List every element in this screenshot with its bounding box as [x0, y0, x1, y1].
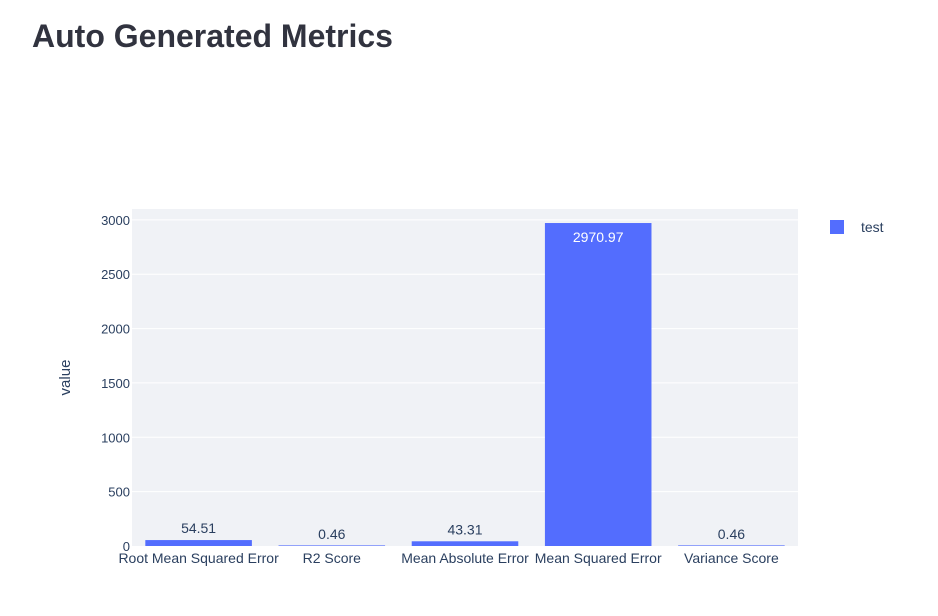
data-label: 0.46 — [318, 526, 345, 542]
y-axis-title: value — [57, 360, 74, 396]
x-tick-label: Mean Absolute Error — [401, 550, 529, 566]
bar[interactable] — [678, 545, 785, 546]
x-tick-label: R2 Score — [303, 550, 362, 566]
bars — [145, 223, 785, 547]
data-label: 43.31 — [447, 521, 482, 537]
legend-label: test — [861, 219, 884, 235]
grid-lines — [132, 219, 798, 493]
x-tick-label: Variance Score — [684, 550, 779, 566]
y-tick-label: 0 — [123, 539, 130, 554]
x-axis-ticks: Root Mean Squared Error R2 Score Mean Abso… — [118, 550, 779, 566]
y-tick-label: 2000 — [101, 322, 130, 337]
y-tick-label: 3000 — [101, 213, 130, 228]
bar[interactable] — [544, 223, 652, 547]
data-labels: 54.51 0.46 43.31 2970.97 0.46 — [181, 229, 745, 542]
y-axis-ticks: 0 500 1000 1500 2000 2500 3000 — [101, 213, 130, 554]
bar[interactable] — [411, 541, 519, 546]
legend-swatch — [830, 220, 844, 234]
y-tick-label: 1500 — [101, 376, 130, 391]
plot-area — [132, 209, 798, 546]
data-label: 2970.97 — [573, 229, 624, 245]
y-tick-label: 2500 — [101, 267, 130, 282]
x-tick-label: Root Mean Squared Error — [118, 550, 279, 566]
data-label: 54.51 — [181, 520, 216, 536]
bar[interactable] — [278, 545, 386, 546]
legend[interactable]: test — [830, 219, 884, 235]
page-title: Auto Generated Metrics — [32, 18, 393, 54]
data-label: 0.46 — [718, 526, 745, 542]
y-tick-label: 1000 — [101, 430, 130, 445]
y-tick-label: 500 — [108, 485, 130, 500]
bar[interactable] — [145, 540, 252, 546]
x-tick-label: Mean Squared Error — [535, 550, 662, 566]
